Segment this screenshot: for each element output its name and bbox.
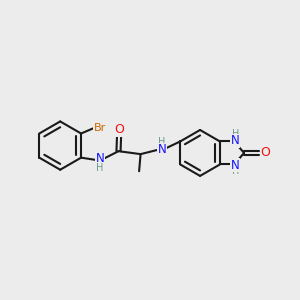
Text: N: N — [96, 152, 104, 165]
Text: H: H — [96, 163, 103, 173]
Text: O: O — [114, 123, 124, 136]
Text: O: O — [260, 146, 270, 159]
Text: H: H — [232, 166, 239, 176]
Text: Br: Br — [94, 123, 106, 133]
Text: N: N — [231, 158, 240, 172]
Text: N: N — [158, 143, 166, 157]
Text: H: H — [232, 129, 239, 140]
Text: N: N — [231, 134, 240, 147]
Text: H: H — [158, 137, 166, 147]
